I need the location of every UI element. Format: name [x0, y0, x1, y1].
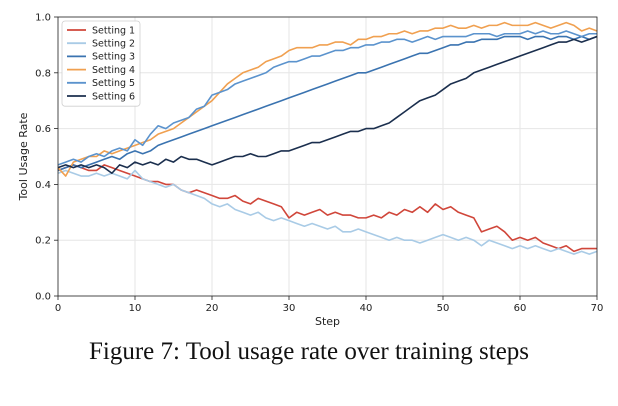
legend: Setting 1 Setting 2 Setting 3 Setting 4 Sett…: [61, 20, 141, 107]
x-tick-label: 40: [360, 303, 373, 314]
y-tick-label: 0.0: [35, 292, 51, 303]
y-tick-label: 0.2: [35, 236, 51, 247]
series-line-setting-4: [57, 21, 598, 177]
plot-frame: [57, 16, 598, 297]
x-tick-label: 70: [591, 303, 604, 314]
axis-ticks: 0 10 20 30 40 50 60 70 0.0 0.2 0.4 0.6 0.8 1.0: [35, 13, 603, 315]
y-tick-label: 1.0: [35, 13, 51, 24]
x-axis-label: Step: [315, 315, 340, 328]
x-tick-label: 10: [129, 303, 142, 314]
legend-entry: Setting 6: [92, 91, 135, 102]
x-tick-label: 60: [514, 303, 527, 314]
legend-entry: Setting 5: [92, 78, 135, 89]
y-tick-label: 0.4: [35, 180, 51, 191]
y-axis-label: Tool Usage Rate: [17, 112, 30, 201]
y-tick-label: 0.8: [35, 68, 51, 79]
x-tick-label: 0: [55, 303, 61, 314]
x-tick-label: 20: [206, 303, 219, 314]
series-line-setting-6: [57, 35, 598, 175]
x-tick-label: 30: [283, 303, 296, 314]
figure-caption: Figure 7: Tool usage rate over training …: [88, 338, 530, 365]
legend-entry: Setting 3: [92, 52, 135, 63]
legend-entry: Setting 4: [92, 65, 135, 76]
series-line-setting-3: [57, 35, 598, 172]
x-tick-label: 50: [437, 303, 450, 314]
series-line-setting-2: [57, 169, 598, 255]
legend-entry: Setting 2: [92, 39, 135, 50]
line-chart: 0 10 20 30 40 50 60 70 0.0 0.2 0.4 0.6 0.8 1.0 Step T…: [17, 13, 603, 329]
series-line-setting-1: [57, 164, 597, 253]
series-line-setting-5: [57, 30, 597, 166]
series-lines: [57, 21, 598, 255]
legend-entry: Setting 1: [92, 25, 135, 36]
y-tick-label: 0.6: [35, 124, 51, 135]
